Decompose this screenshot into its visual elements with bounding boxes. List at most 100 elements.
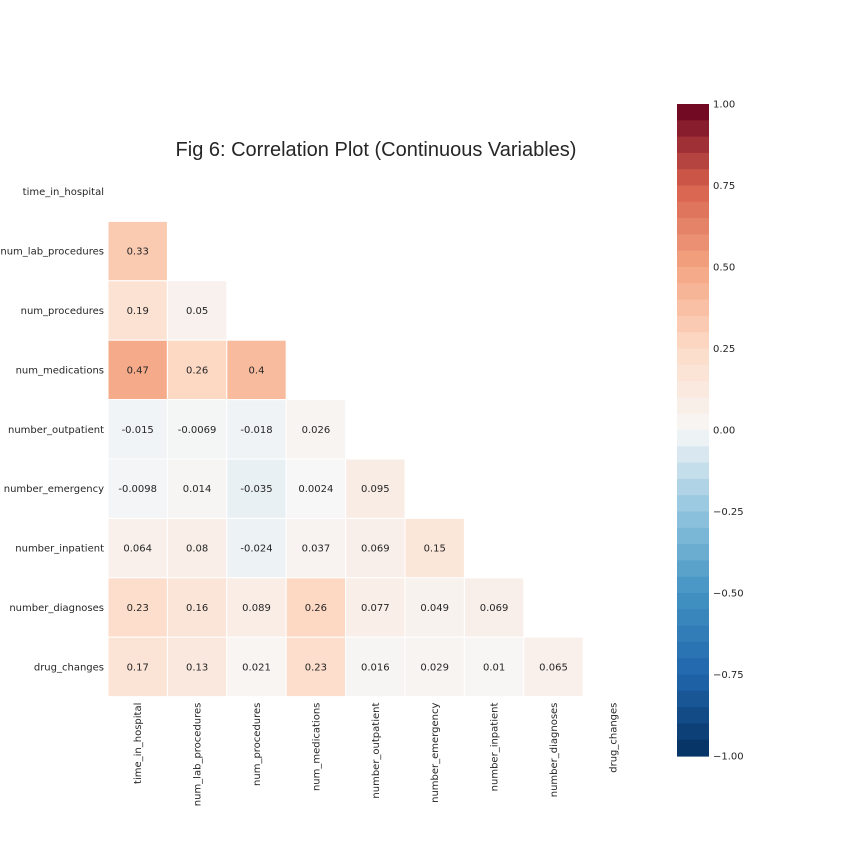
colorbar-tick-label: −1.00 — [713, 752, 744, 763]
cell-value-label: 0.069 — [480, 603, 509, 614]
colorbar-segment — [677, 152, 709, 170]
x-tick-label: num_medications — [311, 703, 322, 791]
colorbar-segment — [677, 625, 709, 643]
colorbar-segment — [677, 527, 709, 545]
cell-value-label: 0.33 — [127, 247, 149, 258]
colorbar-segment — [677, 381, 709, 398]
colorbar-tick-label: −0.50 — [713, 589, 744, 600]
heatmap-cell — [285, 399, 347, 460]
heatmap-cells: 0.33 0.19 0.05 0.47 0.26 0.4 -0.015 -0.0069 -0.0… — [107, 220, 584, 698]
cell-value-label: 0.17 — [127, 662, 149, 673]
cell-value-label: 0.13 — [186, 662, 208, 673]
y-tick-label: num_lab_procedures — [0, 247, 104, 258]
colorbar-segment — [677, 299, 709, 317]
cell-value-label: 0.026 — [302, 425, 331, 436]
colorbar-segment — [677, 462, 709, 480]
colorbar-segment — [677, 218, 709, 235]
heatmap-cell — [107, 280, 168, 341]
heatmap-cell — [285, 458, 347, 519]
x-tick-label: time_in_hospital — [133, 703, 144, 784]
cell-value-label: 0.26 — [305, 603, 327, 614]
colorbar-tick-label: 0.75 — [713, 181, 735, 192]
heatmap-cell — [404, 636, 465, 698]
cell-value-label: -0.018 — [240, 425, 272, 436]
colorbar-segment — [677, 185, 709, 203]
cell-value-label: 0.021 — [242, 662, 271, 673]
y-tick-label: number_inpatient — [15, 544, 104, 555]
colorbar-tick-label: 0.00 — [713, 426, 735, 437]
cell-value-label: 0.049 — [420, 603, 449, 614]
heatmap-cell — [166, 399, 228, 460]
heatmap-cell — [226, 339, 287, 401]
y-tick-labels: time_in_hospital num_lab_procedures num_pr… — [0, 187, 104, 673]
cell-value-label: 0.23 — [305, 662, 327, 673]
colorbar-segment — [677, 593, 709, 610]
colorbar-segment — [677, 332, 709, 350]
chart-title: Fig 6: Correlation Plot (Continuous Vari… — [176, 139, 577, 161]
y-tick-label: num_procedures — [21, 306, 104, 317]
heatmap-cell — [285, 517, 347, 579]
y-tick-label: number_emergency — [4, 484, 104, 495]
colorbar-segment — [677, 674, 709, 692]
cell-value-label: 0.08 — [186, 544, 208, 555]
heatmap-cell — [345, 517, 406, 579]
colorbar-segment — [677, 641, 709, 659]
x-tick-label: num_lab_procedures — [193, 703, 204, 807]
cell-value-label: 0.037 — [302, 544, 331, 555]
cell-value-label: 0.016 — [361, 662, 390, 673]
cell-value-label: 0.014 — [183, 484, 212, 495]
colorbar-segment — [677, 201, 709, 219]
colorbar-tick-label: −0.75 — [713, 670, 744, 681]
colorbar-segment — [677, 413, 709, 431]
cell-value-label: 0.089 — [242, 603, 271, 614]
cell-value-label: 0.01 — [483, 662, 505, 673]
x-tick-label: drug_changes — [608, 703, 619, 773]
heatmap-cell — [226, 517, 287, 579]
colorbar-segment — [677, 120, 709, 138]
y-tick-label: number_diagnoses — [9, 603, 104, 614]
cell-value-label: 0.029 — [420, 662, 449, 673]
heatmap-cell — [166, 517, 228, 579]
y-tick-label: number_outpatient — [8, 425, 104, 436]
cell-value-label: 0.47 — [127, 365, 149, 376]
colorbar-segment — [677, 478, 709, 496]
heatmap-cell — [285, 577, 347, 638]
x-tick-label: number_outpatient — [371, 703, 382, 799]
cell-value-label: 0.19 — [127, 306, 149, 317]
colorbar-segment — [677, 397, 709, 415]
cell-value-label: 0.069 — [361, 544, 390, 555]
cell-value-label: 0.05 — [186, 306, 208, 317]
colorbar-segment — [677, 104, 709, 121]
colorbar: 1.00 0.75 0.50 0.25 0.00 −0.25 −0.50 −0.75 −1.00 — [677, 100, 744, 763]
colorbar-segment — [677, 690, 709, 708]
colorbar-segment — [677, 723, 709, 741]
colorbar-segment — [677, 364, 709, 382]
colorbar-segment — [677, 250, 709, 268]
colorbar-segment — [677, 544, 709, 561]
colorbar-segment — [677, 511, 709, 529]
heatmap-cell — [463, 577, 525, 638]
colorbar-segment — [677, 430, 709, 447]
cell-value-label: -0.024 — [240, 544, 272, 555]
colorbar-segment — [677, 267, 709, 284]
y-tick-label: drug_changes — [34, 662, 104, 673]
y-tick-label: time_in_hospital — [23, 187, 104, 198]
cell-value-label: -0.0098 — [118, 484, 157, 495]
colorbar-tick-label: 0.50 — [713, 263, 735, 274]
cell-value-label: -0.035 — [240, 484, 272, 495]
cell-value-label: 0.26 — [186, 365, 208, 376]
colorbar-segment — [677, 234, 709, 252]
heatmap-cell — [404, 577, 465, 638]
cell-value-label: 0.15 — [424, 544, 446, 555]
colorbar-segment — [677, 495, 709, 513]
cell-value-label: 0.095 — [361, 484, 390, 495]
colorbar-segment — [677, 136, 709, 154]
x-tick-label: number_emergency — [430, 703, 441, 803]
cell-value-label: 0.077 — [361, 603, 390, 614]
x-tick-label: number_diagnoses — [549, 703, 560, 798]
colorbar-segment — [677, 609, 709, 627]
heatmap-cell — [404, 517, 465, 579]
cell-value-label: 0.23 — [127, 603, 149, 614]
colorbar-tick-label: 0.25 — [713, 344, 735, 355]
heatmap-cell — [166, 280, 228, 341]
